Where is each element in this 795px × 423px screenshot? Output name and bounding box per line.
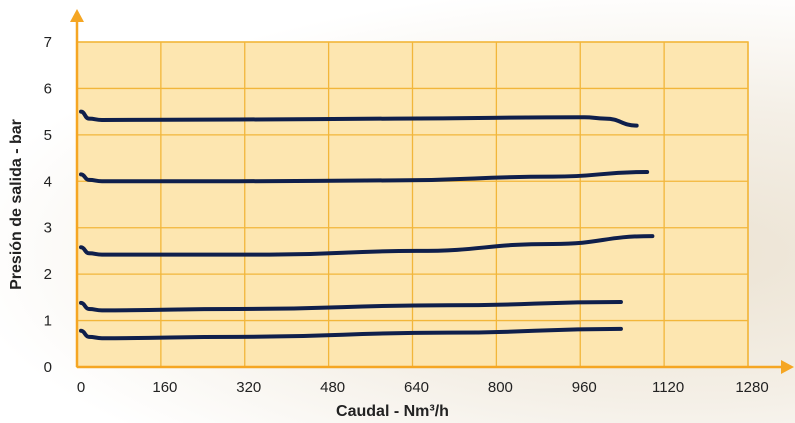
x-tick-label: 160	[152, 379, 177, 396]
x-axis-arrow	[781, 360, 794, 374]
y-tick-label: 0	[44, 359, 52, 376]
series-line	[79, 300, 623, 313]
series-lines	[79, 109, 655, 341]
x-tick-label: 0	[77, 379, 85, 396]
y-axis-title: Presión de salida - bar	[8, 119, 25, 290]
axes	[70, 9, 794, 374]
x-axis-title: Caudal - Nm³/h	[336, 403, 449, 420]
x-tick-label: 640	[404, 379, 429, 396]
series-line	[79, 170, 650, 184]
x-tick-labels: 0 160 320 480 640 800 960 1120 1280	[77, 379, 769, 396]
y-tick-label: 6	[44, 80, 52, 97]
series-line	[79, 234, 655, 257]
x-tick-label: 960	[572, 379, 597, 396]
y-tick-label: 1	[44, 313, 52, 330]
x-tick-label: 1280	[735, 379, 768, 396]
x-tick-label: 800	[488, 379, 513, 396]
x-tick-label: 1120	[652, 379, 684, 396]
y-tick-label: 7	[44, 34, 52, 51]
x-tick-label: 320	[236, 379, 261, 396]
y-axis-arrow	[70, 9, 84, 22]
series-line	[79, 326, 623, 341]
x-tick-label: 480	[320, 379, 345, 396]
series-line	[79, 109, 639, 128]
grid-lines	[77, 41, 749, 367]
y-tick-label: 2	[44, 266, 52, 283]
y-tick-label: 4	[44, 173, 52, 190]
y-tick-labels: 0 1 2 3 4 5 6 7	[44, 34, 52, 376]
y-tick-label: 3	[44, 220, 52, 237]
y-tick-label: 5	[44, 127, 52, 144]
